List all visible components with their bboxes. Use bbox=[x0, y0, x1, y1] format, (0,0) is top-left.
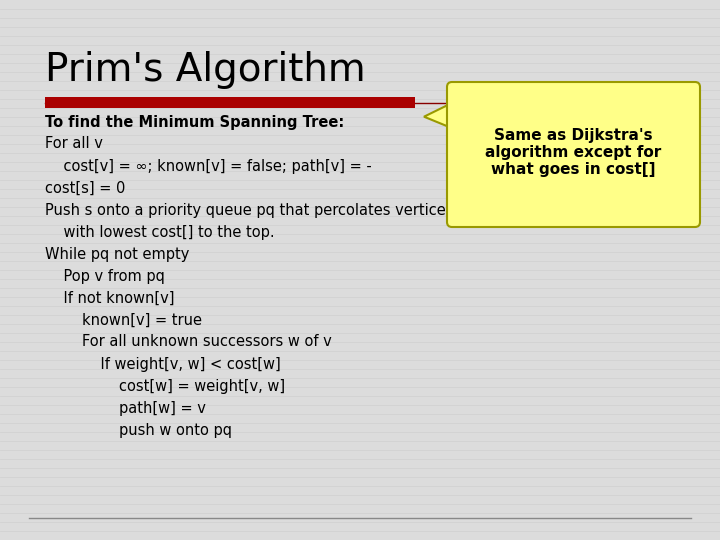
Bar bbox=[45, 97, 415, 108]
Text: If weight[v, w] < cost[w]: If weight[v, w] < cost[w] bbox=[45, 356, 281, 372]
Text: Push s onto a priority queue pq that percolates vertices: Push s onto a priority queue pq that per… bbox=[45, 202, 454, 218]
Text: push w onto pq: push w onto pq bbox=[45, 422, 232, 437]
FancyBboxPatch shape bbox=[447, 82, 700, 227]
Text: If not known[v]: If not known[v] bbox=[45, 291, 174, 306]
Text: For all v: For all v bbox=[45, 137, 103, 152]
Text: known[v] = true: known[v] = true bbox=[45, 313, 202, 327]
Text: Pop v from pq: Pop v from pq bbox=[45, 268, 165, 284]
Text: with lowest cost[] to the top.: with lowest cost[] to the top. bbox=[45, 225, 274, 240]
Text: Prim's Algorithm: Prim's Algorithm bbox=[45, 51, 366, 89]
Text: To find the Minimum Spanning Tree:: To find the Minimum Spanning Tree: bbox=[45, 114, 344, 130]
Text: cost[w] = weight[v, w]: cost[w] = weight[v, w] bbox=[45, 379, 285, 394]
Text: cost[v] = ∞; known[v] = false; path[v] = -: cost[v] = ∞; known[v] = false; path[v] =… bbox=[45, 159, 372, 173]
Text: path[w] = v: path[w] = v bbox=[45, 401, 206, 415]
Text: cost[s] = 0: cost[s] = 0 bbox=[45, 180, 125, 195]
Polygon shape bbox=[424, 100, 457, 130]
Bar bbox=[452, 102, 460, 129]
Text: Same as Dijkstra's
algorithm except for
what goes in cost[]: Same as Dijkstra's algorithm except for … bbox=[485, 127, 662, 178]
Text: While pq not empty: While pq not empty bbox=[45, 246, 189, 261]
Text: For all unknown successors w of v: For all unknown successors w of v bbox=[45, 334, 332, 349]
